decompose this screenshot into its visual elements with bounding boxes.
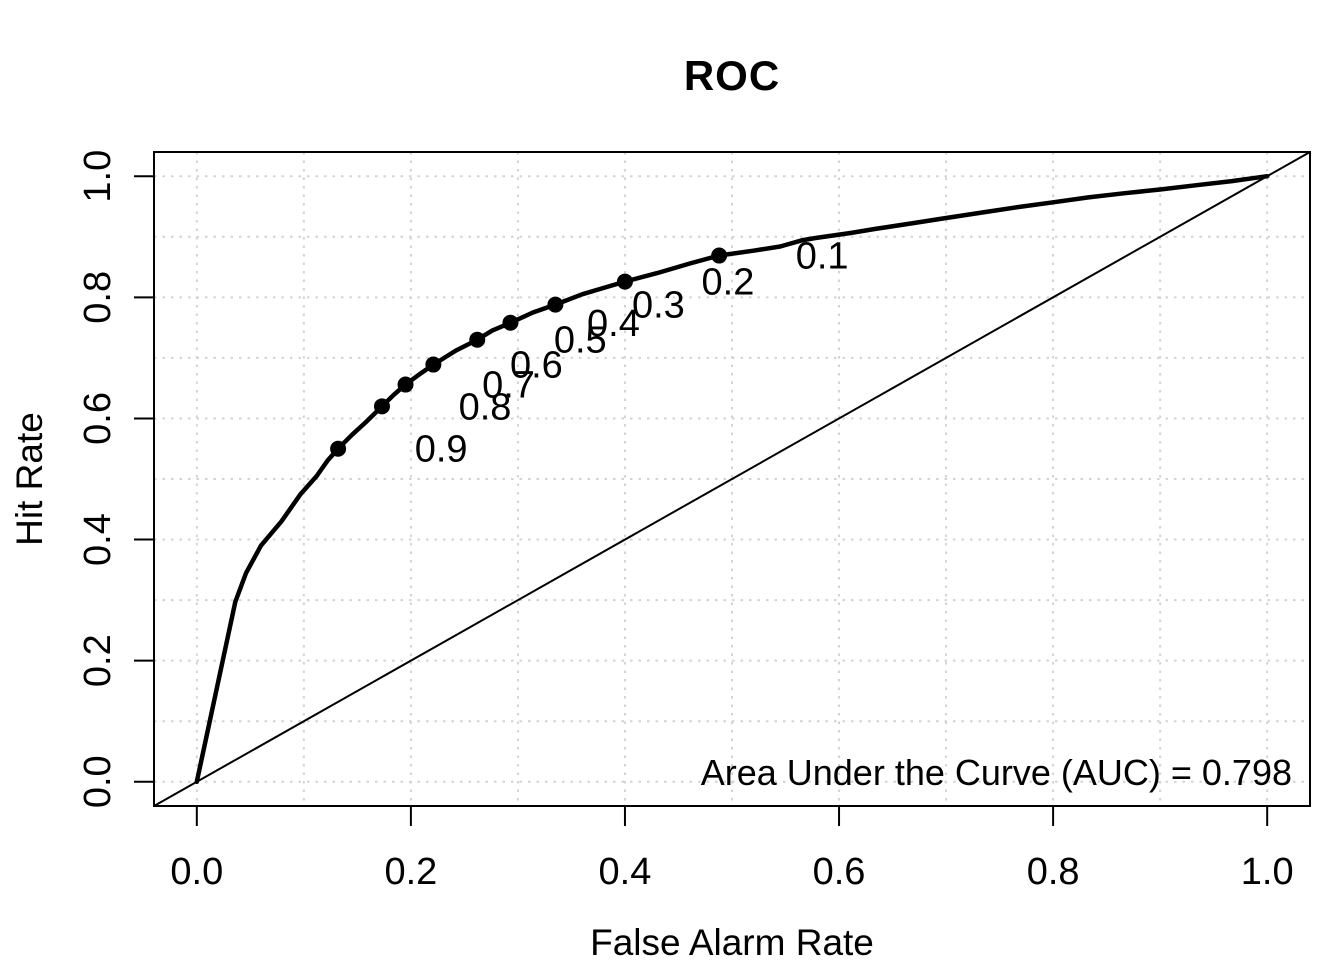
plot-border <box>153 151 1311 807</box>
y-tick-label: 0.6 <box>77 392 119 445</box>
threshold-point-dot <box>502 314 519 331</box>
threshold-label: 0.9 <box>415 429 468 471</box>
x-tick-label: 0.2 <box>384 851 437 893</box>
threshold-point-dot <box>373 398 390 415</box>
y-tick-label: 0.2 <box>77 634 119 687</box>
threshold-label: 0.7 <box>482 365 535 407</box>
threshold-points <box>330 247 728 457</box>
threshold-point-dot <box>616 273 633 290</box>
threshold-point-dot <box>711 247 728 264</box>
x-tick-labels: 0.0 0.2 0.4 0.6 0.8 1.0 <box>170 851 1293 893</box>
x-tick-label: 0.8 <box>1027 851 1080 893</box>
x-tick-label: 1.0 <box>1241 851 1294 893</box>
threshold-label: 0.6 <box>510 345 563 387</box>
threshold-label: 0.5 <box>554 320 607 362</box>
threshold-label: 0.2 <box>702 262 755 304</box>
threshold-label: 0.3 <box>632 285 685 327</box>
roc-curve <box>194 173 1270 785</box>
threshold-label: 0.1 <box>796 236 849 278</box>
y-axis-title: Hit Rate <box>9 412 50 546</box>
y-tick-label: 0.8 <box>77 271 119 324</box>
threshold-label: 0.4 <box>587 303 640 345</box>
auc-annotation: Area Under the Curve (AUC) = 0.798 <box>700 752 1292 793</box>
x-tick-label: 0.0 <box>170 851 223 893</box>
x-axis-title: False Alarm Rate <box>590 922 874 960</box>
grid-lines <box>154 152 1310 806</box>
y-tick-labels: 0.0 0.2 0.4 0.6 0.8 1.0 <box>77 150 119 808</box>
y-tick-label: 0.0 <box>77 755 119 808</box>
x-tick-label: 0.4 <box>599 851 652 893</box>
threshold-point-dot <box>547 296 564 313</box>
threshold-point-dot <box>397 376 414 393</box>
chart-title: ROC <box>683 52 781 99</box>
threshold-labels: 0.1 0.2 0.30.40.50.60.70.80.9 <box>415 236 849 471</box>
threshold-point-dot <box>330 440 347 457</box>
diagonal-reference-line <box>153 151 1311 807</box>
threshold-point-dot <box>425 356 442 373</box>
chance-diagonal-line <box>153 151 1311 807</box>
x-tick-label: 0.6 <box>813 851 866 893</box>
threshold-point-dot <box>469 331 486 348</box>
y-tick-label: 0.4 <box>77 513 119 566</box>
y-tick-label: 1.0 <box>77 150 119 203</box>
axis-ticks <box>134 175 1269 826</box>
threshold-label: 0.8 <box>459 386 512 428</box>
plot-box <box>153 151 1311 807</box>
roc-curve-path <box>194 173 1270 785</box>
